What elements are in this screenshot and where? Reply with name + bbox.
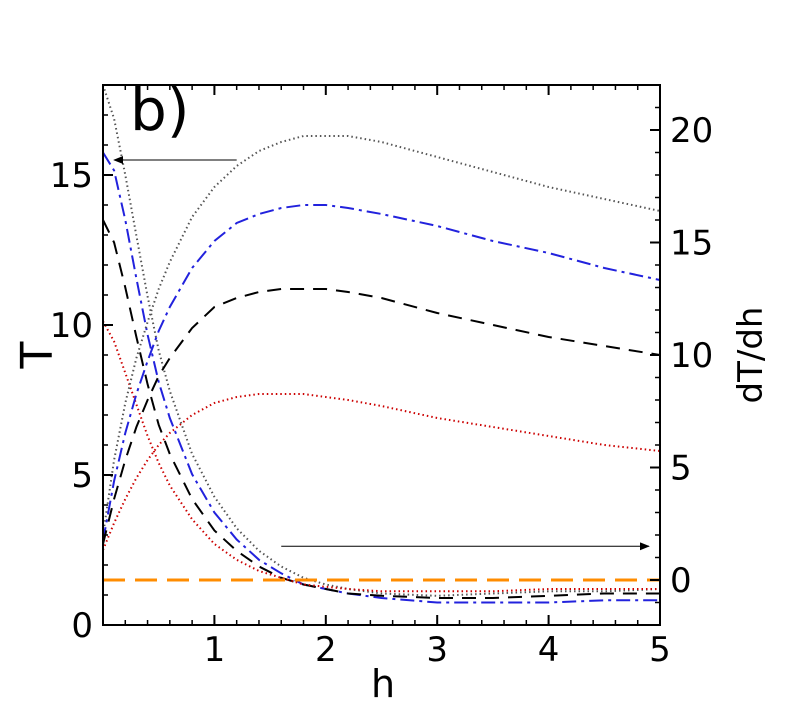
- series-line-7-left: [102, 288, 661, 545]
- series-line-3-right: [102, 219, 660, 599]
- x-tick-label: 3: [426, 630, 448, 670]
- series-line-5-left: [102, 135, 661, 536]
- y-right-tick-label: 20: [670, 111, 713, 151]
- series-line-2-right: [102, 151, 660, 604]
- right-y-axis-title: dT/dh: [731, 307, 771, 404]
- y-right-tick-label: 5: [670, 449, 692, 489]
- series-layer: [102, 84, 661, 604]
- y-left-tick-label: 10: [50, 306, 93, 346]
- left-y-axis-title: T: [12, 341, 63, 369]
- y-right-tick-label: 0: [670, 561, 692, 601]
- series-line-1-right: [102, 84, 661, 597]
- x-tick-label: 4: [538, 630, 560, 670]
- series-line-8-left: [102, 393, 661, 551]
- x-tick-label: 2: [315, 630, 337, 670]
- panel-label: b): [130, 76, 189, 144]
- x-tick-label: 1: [204, 630, 226, 670]
- plot-frame: [102, 84, 661, 626]
- y-right-tick-label: 15: [670, 224, 713, 264]
- x-axis-title: h: [371, 662, 395, 703]
- series-line-6-left: [102, 204, 661, 542]
- annotation-layer: [113, 156, 650, 551]
- y-left-tick-label: 0: [71, 606, 93, 646]
- tick-layer: 1 2 3 4 5 0 5 10 15 0 5 10 15 20: [50, 85, 713, 670]
- y-left-tick-label: 15: [50, 156, 93, 196]
- y-right-tick-label: 10: [670, 336, 713, 376]
- y-left-tick-label: 5: [71, 456, 93, 496]
- x-tick-label: 5: [649, 630, 671, 670]
- series-line-4-right: [102, 320, 660, 593]
